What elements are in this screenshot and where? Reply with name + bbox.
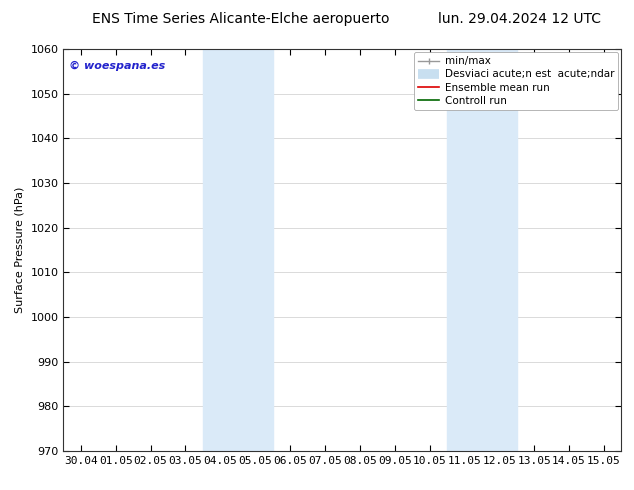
Y-axis label: Surface Pressure (hPa): Surface Pressure (hPa) bbox=[15, 187, 25, 313]
Bar bbox=[482, 49, 517, 451]
Bar bbox=[203, 49, 238, 451]
Text: © woespana.es: © woespana.es bbox=[69, 61, 165, 71]
Text: ENS Time Series Alicante-Elche aeropuerto: ENS Time Series Alicante-Elche aeropuert… bbox=[92, 12, 390, 26]
Bar bbox=[447, 49, 482, 451]
Bar bbox=[238, 49, 273, 451]
Legend: min/max, Desviaci acute;n est  acute;ndar, Ensemble mean run, Controll run: min/max, Desviaci acute;n est acute;ndar… bbox=[415, 52, 618, 110]
Text: lun. 29.04.2024 12 UTC: lun. 29.04.2024 12 UTC bbox=[438, 12, 602, 26]
